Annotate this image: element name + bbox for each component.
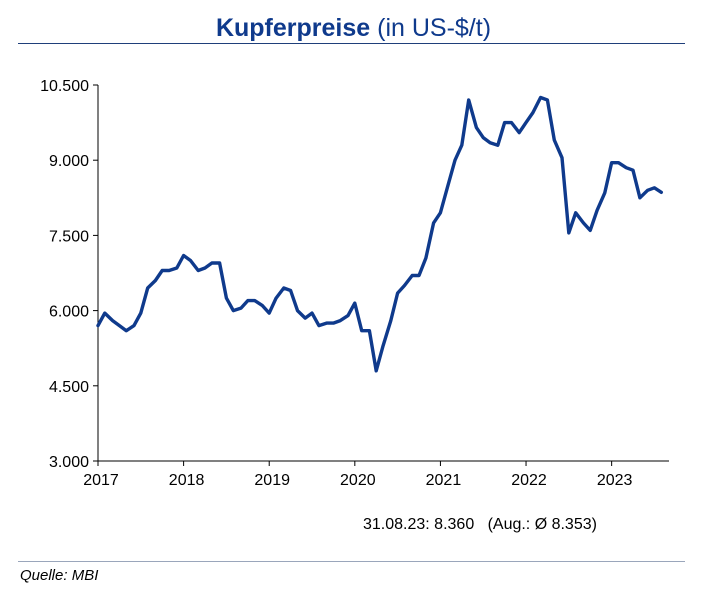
- copper-price-line: [96, 95, 663, 373]
- y-tick-label: 10.500: [40, 78, 89, 95]
- series-layer: [96, 95, 663, 373]
- x-tick-label: 2023: [597, 472, 633, 489]
- monthly-average: (Aug.: Ø 8.353): [487, 516, 597, 533]
- latest-value: 31.08.23: 8.360: [363, 516, 475, 533]
- y-tick-label: 6.000: [49, 304, 89, 321]
- latest-value-note: 31.08.23: 8.360 (Aug.: Ø 8.353): [363, 516, 597, 534]
- chart-title: Kupferpreise (in US-$/t): [0, 14, 707, 43]
- x-tick-label: 2019: [254, 472, 290, 489]
- x-tick-label: 2021: [426, 472, 462, 489]
- x-tick-label: 2020: [340, 472, 376, 489]
- source-note: Quelle: MBI: [20, 567, 99, 584]
- y-tick-label: 3.000: [49, 454, 89, 471]
- y-tick-label: 7.500: [49, 228, 89, 245]
- chart-title-unit: (in US-$/t): [377, 14, 492, 42]
- x-tick-label: 2017: [83, 472, 119, 489]
- title-rule: [18, 43, 685, 44]
- y-axis: 3.000 4.500 6.000 7.500 9.000 10.500: [40, 78, 99, 471]
- x-tick-label: 2022: [511, 472, 547, 489]
- y-tick-label: 9.000: [49, 153, 89, 170]
- y-tick-label: 4.500: [49, 379, 89, 396]
- x-axis: 2017 2018 2019 2020 2021 2022 2023: [83, 460, 669, 489]
- chart-title-main: Kupferpreise: [215, 14, 371, 42]
- footer-rule: [18, 561, 685, 562]
- x-tick-label: 2018: [169, 472, 205, 489]
